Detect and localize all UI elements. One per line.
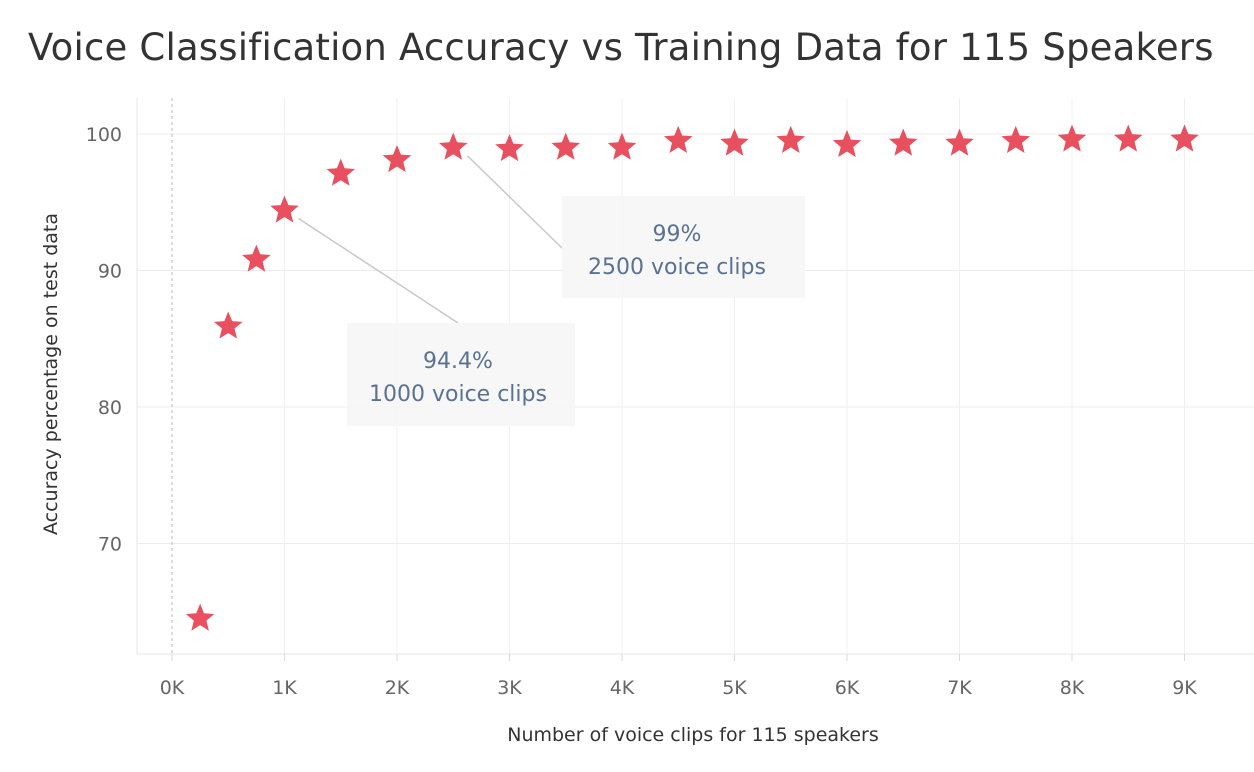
data-point-star [776,125,806,153]
x-tick-label: 8K [1060,677,1085,699]
data-point-star [551,132,581,160]
x-tick-label: 9K [1172,677,1197,699]
data-point-star [495,134,524,162]
x-tick-label: 6K [835,677,860,699]
annotation-connector [298,217,459,324]
annotation-connector [466,155,563,249]
y-tick-label: 70 [98,534,122,556]
annotation-label: 2500 voice clips [588,255,766,280]
data-point-star [607,132,637,160]
annotation-box [562,196,805,298]
data-point-star [1113,124,1143,152]
x-tick-label: 5K [722,677,747,699]
data-points [185,124,1199,631]
annotation-label: 1000 voice clips [369,382,547,407]
annotation-connectors [298,155,563,324]
data-point-star [270,195,299,223]
y-tick-label: 90 [98,261,122,283]
chart-title: Voice Classification Accuracy vs Trainin… [28,26,1214,69]
annotations: 94.4% 1000 voice clips 99% 2500 voice clips [347,196,805,426]
data-point-star [1170,124,1199,152]
annotation-value: 99% [653,222,702,247]
data-point-star [326,158,356,186]
grid-lines [137,98,1254,654]
data-point-star [663,125,693,153]
data-point-star [213,311,243,339]
data-point-star [888,128,918,156]
data-point-star [1057,124,1087,152]
x-tick-label: 7K [947,677,972,699]
annotation-box [347,323,575,426]
x-axis-title: Number of voice clips for 115 speakers [507,724,879,746]
data-point-star [1001,125,1031,153]
y-tick-label: 100 [86,124,122,146]
y-axis-title: Accuracy percentage on test data [40,213,62,535]
y-tick-label: 80 [98,397,122,419]
data-point-star [382,144,412,173]
data-point-star [720,128,749,156]
data-point-star [945,128,974,156]
data-point-star [185,603,215,631]
x-tick-label: 1K [272,677,297,699]
x-tick-label: 2K [385,677,410,699]
x-tick-label: 4K [610,677,635,699]
data-point-star [438,132,468,160]
x-tick-label: 3K [497,677,522,699]
annotation-value: 94.4% [423,349,493,374]
data-point-star [242,244,271,272]
axes: 70 80 90 100 0K 1K 2K 3K 4K 5K 6K 7K 8K 9K [86,98,1254,699]
data-point-star [832,129,862,158]
x-tick-label: 0K [160,677,185,699]
